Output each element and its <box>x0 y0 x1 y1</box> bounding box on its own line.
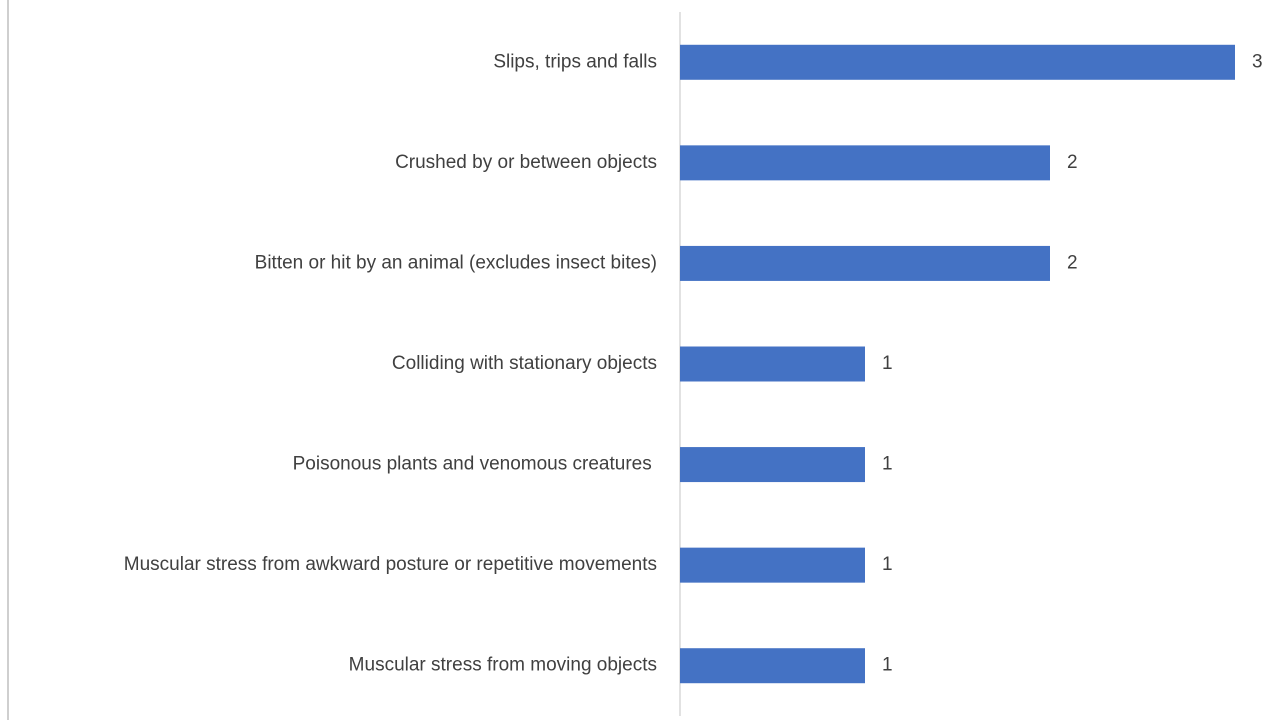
category-label: Colliding with stationary objects <box>392 353 657 374</box>
data-label: 2 <box>1067 252 1078 273</box>
category-label: Muscular stress from moving objects <box>349 655 657 676</box>
bar <box>680 648 865 684</box>
bar <box>680 547 865 583</box>
data-label: 1 <box>882 554 893 575</box>
data-label: 3 <box>1252 51 1263 72</box>
category-label: Muscular stress from awkward posture or … <box>124 554 657 575</box>
data-label: 1 <box>882 454 893 475</box>
data-label: 1 <box>882 655 893 676</box>
bar <box>680 44 1235 80</box>
category-label: Poisonous plants and venomous creatures <box>293 454 657 475</box>
bar <box>680 346 865 382</box>
bar <box>680 447 865 483</box>
category-label: Bitten or hit by an animal (excludes ins… <box>255 252 657 273</box>
bar <box>680 145 1050 181</box>
category-label: Crushed by or between objects <box>395 152 657 173</box>
category-label: Slips, trips and falls <box>493 51 657 72</box>
bar <box>680 245 1050 281</box>
data-label: 2 <box>1067 152 1078 173</box>
data-label: 1 <box>882 353 893 374</box>
